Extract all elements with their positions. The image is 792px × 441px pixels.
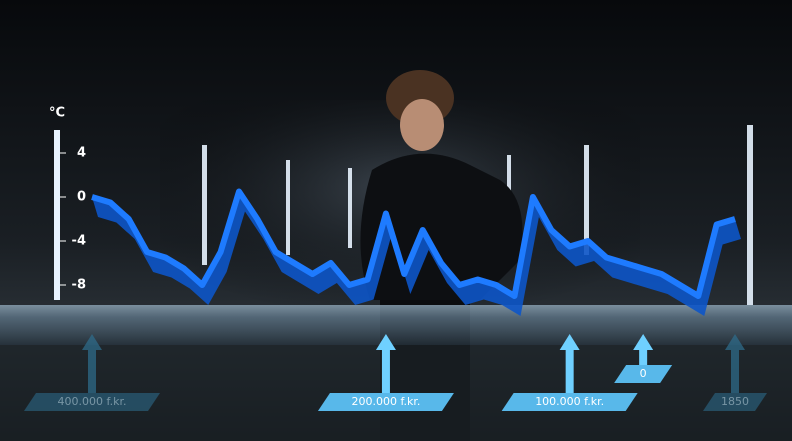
time-marker: 400.000 f.kr.	[24, 334, 160, 411]
marker-arrow-shaft	[731, 348, 739, 394]
light-bar	[286, 160, 290, 255]
marker-arrow-shaft	[88, 348, 96, 394]
marker-label: 200.000 f.kr.	[351, 395, 420, 408]
light-bar	[584, 145, 589, 255]
ribbon-depth	[92, 191, 741, 316]
marker-arrow-head	[82, 334, 102, 350]
y-tick-label: -4	[72, 234, 86, 249]
light-bar	[202, 145, 207, 265]
marker-label: 100.000 f.kr.	[535, 395, 604, 408]
y-axis-bar	[54, 130, 60, 300]
marker-arrow-head	[559, 334, 580, 350]
marker-box	[501, 393, 638, 411]
marker-box	[24, 393, 160, 411]
marker-box	[317, 393, 454, 411]
time-marker: 200.000 f.kr.	[317, 334, 454, 411]
y-axis-label: °C	[49, 106, 65, 121]
y-tick-label: 4	[77, 146, 86, 161]
marker-label: 400.000 f.kr.	[58, 395, 127, 408]
light-bar	[747, 125, 753, 305]
marker-label: 1850	[721, 395, 749, 408]
marker-arrow-head	[633, 334, 654, 350]
y-tick-label: 0	[77, 190, 86, 205]
marker-arrow-shaft	[565, 348, 574, 394]
time-marker: 0	[614, 334, 673, 383]
marker-arrow-shaft	[381, 348, 390, 394]
marker-arrow-head	[725, 334, 745, 350]
marker-label: 0	[640, 367, 647, 380]
marker-arrow-head	[375, 334, 396, 350]
marker-arrow-shaft	[639, 348, 648, 366]
marker-box	[703, 393, 767, 411]
marker-box	[614, 365, 673, 383]
light-bar	[348, 168, 352, 248]
time-marker: 100.000 f.kr.	[501, 334, 638, 411]
temperature-line	[91, 188, 736, 299]
y-tick-label: -8	[72, 278, 86, 293]
time-marker: 1850	[703, 334, 767, 411]
ice-block	[0, 305, 792, 345]
